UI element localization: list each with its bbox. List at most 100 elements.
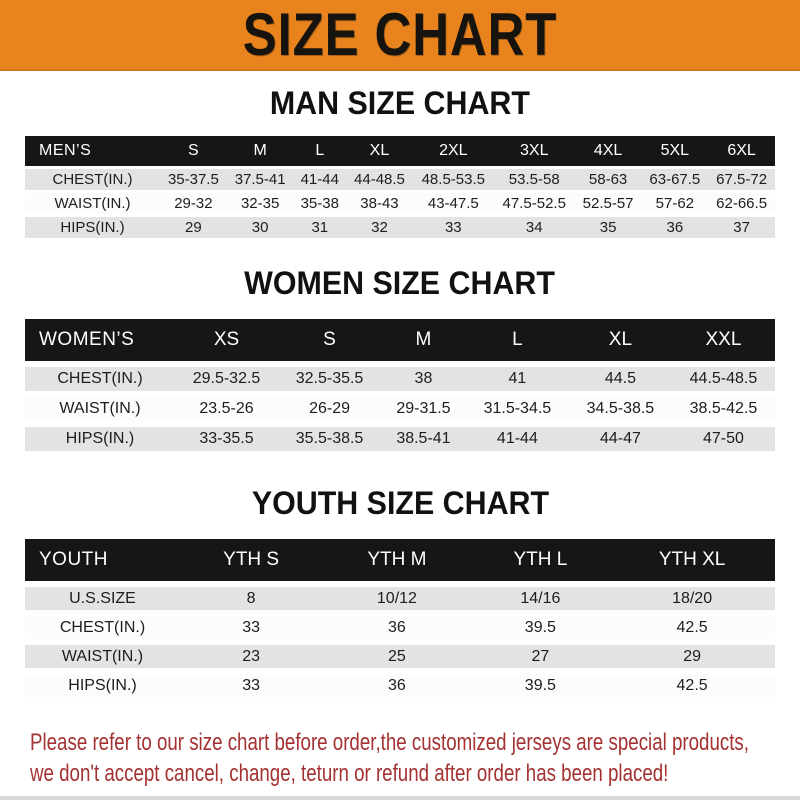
disclaimer-note: Please refer to our size chart before or… (30, 727, 800, 789)
size-value: 44-48.5 (346, 169, 413, 190)
youth-hips-row: HIPS(IN.) 33 36 39.5 42.5 (25, 674, 775, 697)
size-value: 36 (322, 616, 472, 639)
size-value: 38-43 (346, 193, 413, 214)
women-section-title: WOMEN SIZE CHART (0, 265, 800, 301)
youth-column-header: YTH XL (609, 539, 775, 581)
size-value: 33 (412, 217, 494, 238)
size-value: 29-32 (160, 193, 227, 214)
size-value: 29.5-32.5 (175, 367, 279, 391)
size-value: 35.5-38.5 (278, 427, 382, 451)
size-value: 44.5 (568, 367, 672, 391)
size-value: 35 (574, 217, 642, 238)
size-value: 47-50 (671, 427, 775, 451)
row-label: CHEST(IN.) (25, 616, 180, 639)
men-corner-label: MEN’S (25, 136, 160, 166)
size-value: 33-35.5 (175, 427, 279, 451)
size-value: 26-29 (278, 397, 382, 421)
size-value: 42.5 (609, 616, 775, 639)
men-column-header: M (226, 136, 294, 166)
size-value: 29 (160, 217, 227, 238)
size-value: 39.5 (471, 674, 610, 697)
size-value: 53.5-58 (493, 169, 575, 190)
women-column-header: M (381, 319, 466, 361)
size-value: 67.5-72 (708, 169, 775, 190)
size-value: 42.5 (609, 674, 775, 697)
row-label: CHEST(IN.) (25, 367, 175, 391)
size-value: 41-44 (465, 427, 569, 451)
women-column-header: L (465, 319, 569, 361)
size-value: 31 (293, 217, 347, 238)
size-value: 14/16 (471, 587, 610, 610)
row-label: HIPS(IN.) (25, 674, 180, 697)
women-size-table: WOMEN’S XS S M L XL XXL CHEST(IN.) 29.5-… (25, 313, 775, 457)
youth-section-title: YOUTH SIZE CHART (0, 485, 800, 521)
size-value: 41-44 (293, 169, 347, 190)
women-chest-row: CHEST(IN.) 29.5-32.5 32.5-35.5 38 41 44.… (25, 367, 775, 391)
size-value: 29 (609, 645, 775, 668)
size-value: 39.5 (471, 616, 610, 639)
men-column-header: XL (346, 136, 413, 166)
size-value: 58-63 (574, 169, 642, 190)
women-header-row: WOMEN’S XS S M L XL XXL (25, 319, 775, 361)
men-header-row: MEN’S S M L XL 2XL 3XL 4XL 5XL 6XL (25, 136, 775, 166)
men-column-header: 2XL (412, 136, 494, 166)
size-value: 34 (493, 217, 575, 238)
size-value: 25 (322, 645, 472, 668)
size-value: 36 (641, 217, 709, 238)
size-value: 32.5-35.5 (278, 367, 382, 391)
size-value: 30 (226, 217, 294, 238)
men-size-table: MEN’S S M L XL 2XL 3XL 4XL 5XL 6XL CHEST… (25, 133, 775, 241)
row-label: WAIST(IN.) (25, 645, 180, 668)
size-value: 47.5-52.5 (493, 193, 575, 214)
row-label: HIPS(IN.) (25, 217, 160, 238)
men-hips-row: HIPS(IN.) 29 30 31 32 33 34 35 36 37 (25, 217, 775, 238)
size-value: 35-38 (293, 193, 347, 214)
men-column-header: L (293, 136, 347, 166)
size-value: 10/12 (322, 587, 472, 610)
size-value: 38 (381, 367, 466, 391)
women-corner-label: WOMEN’S (25, 319, 175, 361)
banner-title: SIZE CHART (242, 1, 558, 68)
youth-chest-row: CHEST(IN.) 33 36 39.5 42.5 (25, 616, 775, 639)
women-waist-row: WAIST(IN.) 23.5-26 26-29 29-31.5 31.5-34… (25, 397, 775, 421)
size-value: 38.5-41 (381, 427, 466, 451)
youth-corner-label: YOUTH (25, 539, 180, 581)
women-column-header: XXL (671, 319, 775, 361)
size-value: 33 (180, 674, 323, 697)
size-value: 31.5-34.5 (465, 397, 569, 421)
men-column-header: 3XL (493, 136, 575, 166)
row-label: WAIST(IN.) (25, 193, 160, 214)
men-column-header: 5XL (641, 136, 709, 166)
youth-size-table: YOUTH YTH S YTH M YTH L YTH XL U.S.SIZE … (25, 533, 775, 703)
bottom-edge-divider (0, 796, 800, 800)
women-column-header: S (278, 319, 382, 361)
size-value: 23 (180, 645, 323, 668)
size-value: 37 (708, 217, 775, 238)
women-column-header: XS (175, 319, 279, 361)
men-column-header: 6XL (708, 136, 775, 166)
size-value: 63-67.5 (641, 169, 709, 190)
row-label: HIPS(IN.) (25, 427, 175, 451)
disclaimer-line-1: Please refer to our size chart before or… (30, 729, 750, 756)
size-value: 43-47.5 (412, 193, 494, 214)
men-section-title-text: MAN SIZE CHART (269, 85, 531, 121)
banner: SIZE CHART (0, 0, 800, 71)
size-value: 34.5-38.5 (568, 397, 672, 421)
youth-ussize-row: U.S.SIZE 8 10/12 14/16 18/20 (25, 587, 775, 610)
size-value: 18/20 (609, 587, 775, 610)
size-value: 37.5-41 (226, 169, 294, 190)
size-value: 38.5-42.5 (671, 397, 775, 421)
row-label: U.S.SIZE (25, 587, 180, 610)
youth-column-header: YTH M (322, 539, 472, 581)
size-value: 52.5-57 (574, 193, 642, 214)
women-section-title-text: WOMEN SIZE CHART (244, 265, 556, 301)
men-chest-row: CHEST(IN.) 35-37.5 37.5-41 41-44 44-48.5… (25, 169, 775, 190)
men-column-header: S (160, 136, 227, 166)
youth-column-header: YTH L (471, 539, 610, 581)
size-value: 36 (322, 674, 472, 697)
row-label: WAIST(IN.) (25, 397, 175, 421)
disclaimer-line-2: we don't accept cancel, change, teturn o… (30, 760, 669, 787)
women-column-header: XL (568, 319, 672, 361)
size-value: 57-62 (641, 193, 709, 214)
